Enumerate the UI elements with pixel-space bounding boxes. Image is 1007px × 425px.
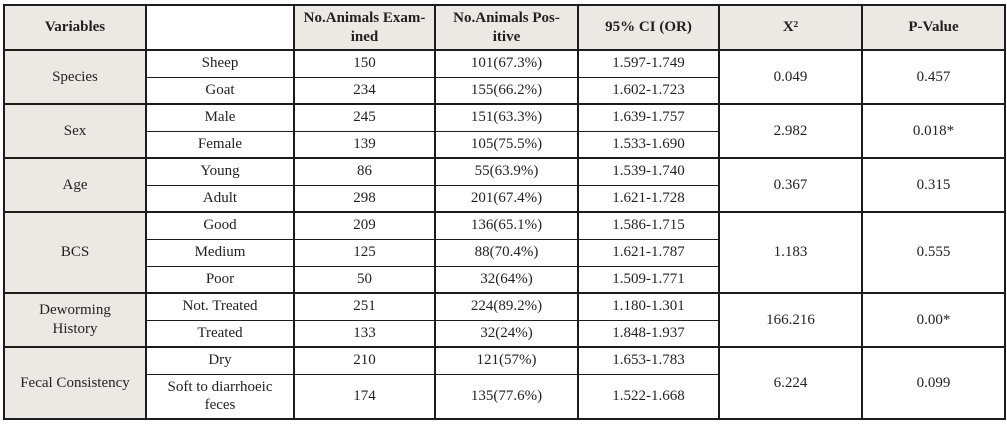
subcategory-cell: Good — [145, 211, 295, 240]
table-row: Deworming History Not. Treated 251 224(8… — [3, 292, 1006, 348]
examined-cell: 234 — [293, 76, 436, 105]
subcategory-cell: Poor — [145, 265, 295, 294]
table-row: Adult 298 201(67.4%) 1.621-1.728 — [4, 184, 1005, 213]
p-value-cell: 0.00* — [861, 292, 1006, 348]
subcategory-cell: Adult — [145, 184, 295, 213]
p-value-cell: 0.315 — [861, 157, 1006, 213]
examined-cell: 86 — [293, 157, 436, 186]
chi-square-cell: 2.982 — [718, 103, 863, 159]
header-p-value: P-Value — [861, 4, 1006, 51]
header-subcategory-blank — [145, 4, 295, 51]
examined-cell: 133 — [293, 319, 436, 348]
subcategory-cell: Dry — [145, 346, 295, 375]
subcategory-cell: Soft to diarrhoeic feces — [145, 373, 295, 420]
header-chi-square: X² — [718, 4, 863, 51]
examined-cell: 251 — [293, 292, 436, 321]
positive-cell: 201(67.4%) — [434, 184, 579, 213]
subcategory-cell: Not. Treated — [145, 292, 295, 321]
subcategory-cell: Young — [145, 157, 295, 186]
positive-cell: 32(64%) — [434, 265, 579, 294]
table-row: Medium 125 88(70.4%) 1.621-1.787 — [4, 238, 1005, 267]
ci-cell: 1.180-1.301 — [577, 292, 720, 321]
examined-cell: 174 — [293, 373, 436, 420]
examined-cell: 210 — [293, 346, 436, 375]
subcategory-cell: Male — [145, 103, 295, 132]
chi-square-cell: 0.049 — [718, 49, 863, 105]
header-ci-or: 95% CI (OR) — [577, 4, 720, 51]
variable-label-age: Age — [3, 157, 147, 213]
examined-cell: 139 — [293, 130, 436, 159]
table-row: Treated 133 32(24%) 1.848-1.937 — [4, 319, 1005, 348]
header-variables: Variables — [3, 4, 147, 51]
ci-cell: 1.586-1.715 — [577, 211, 720, 240]
positive-cell: 155(66.2%) — [434, 76, 579, 105]
ci-cell: 1.639-1.757 — [577, 103, 720, 132]
variable-label-bcs: BCS — [3, 211, 147, 294]
positive-cell: 55(63.9%) — [434, 157, 579, 186]
variable-label-sex: Sex — [3, 103, 147, 159]
table-row: Sex Male 245 151(63.3%) 1.639-1.757 2.98… — [3, 103, 1006, 159]
table-row: BCS Good 209 136(65.1%) 1.586-1.715 1.18… — [3, 211, 1006, 294]
risk-factor-table: Variables No.Animals Exam- ined No.Anima… — [3, 4, 1006, 420]
positive-cell: 224(89.2%) — [434, 292, 579, 321]
ci-cell: 1.533-1.690 — [577, 130, 720, 159]
p-value-cell: 0.555 — [861, 211, 1006, 294]
positive-cell: 121(57%) — [434, 346, 579, 375]
p-value-cell: 0.018* — [861, 103, 1006, 159]
table-row: Age Young 86 55(63.9%) 1.539-1.740 0.367… — [3, 157, 1006, 213]
subcategory-cell: Medium — [145, 238, 295, 267]
table-row: Soft to diarrhoeic feces 174 135(77.6%) … — [4, 373, 1005, 420]
examined-cell: 50 — [293, 265, 436, 294]
p-value-cell: 0.099 — [861, 346, 1006, 420]
table-row: Goat 234 155(66.2%) 1.602-1.723 — [4, 76, 1005, 105]
table-row: Female 139 105(75.5%) 1.533-1.690 — [4, 130, 1005, 159]
table-row: Species Sheep 150 101(67.3%) 1.597-1.749… — [3, 49, 1006, 105]
chi-square-cell: 166.216 — [718, 292, 863, 348]
ci-cell: 1.848-1.937 — [577, 319, 720, 348]
positive-cell: 136(65.1%) — [434, 211, 579, 240]
header-animals-examined: No.Animals Exam- ined — [293, 4, 436, 51]
examined-cell: 125 — [293, 238, 436, 267]
positive-cell: 88(70.4%) — [434, 238, 579, 267]
ci-cell: 1.621-1.787 — [577, 238, 720, 267]
variable-label-fecal-consistency: Fecal Consistency — [3, 346, 147, 420]
variable-label-species: Species — [3, 49, 147, 105]
subcategory-cell: Goat — [145, 76, 295, 105]
header-animals-positive: No.Animals Pos- itive — [434, 4, 579, 51]
chi-square-cell: 0.367 — [718, 157, 863, 213]
ci-cell: 1.621-1.728 — [577, 184, 720, 213]
p-value-cell: 0.457 — [861, 49, 1006, 105]
subcategory-cell: Sheep — [145, 49, 295, 78]
ci-cell: 1.602-1.723 — [577, 76, 720, 105]
ci-cell: 1.539-1.740 — [577, 157, 720, 186]
ci-cell: 1.653-1.783 — [577, 346, 720, 375]
ci-cell: 1.509-1.771 — [577, 265, 720, 294]
examined-cell: 150 — [293, 49, 436, 78]
table-row: Poor 50 32(64%) 1.509-1.771 — [4, 265, 1005, 294]
header-row: Variables No.Animals Exam- ined No.Anima… — [3, 4, 1006, 51]
positive-cell: 105(75.5%) — [434, 130, 579, 159]
chi-square-cell: 6.224 — [718, 346, 863, 420]
examined-cell: 209 — [293, 211, 436, 240]
positive-cell: 135(77.6%) — [434, 373, 579, 420]
table-row: Fecal Consistency Dry 210 121(57%) 1.653… — [3, 346, 1006, 420]
positive-cell: 32(24%) — [434, 319, 579, 348]
examined-cell: 245 — [293, 103, 436, 132]
positive-cell: 151(63.3%) — [434, 103, 579, 132]
ci-cell: 1.597-1.749 — [577, 49, 720, 78]
subcategory-cell: Female — [145, 130, 295, 159]
subcategory-cell: Treated — [145, 319, 295, 348]
positive-cell: 101(67.3%) — [434, 49, 579, 78]
examined-cell: 298 — [293, 184, 436, 213]
ci-cell: 1.522-1.668 — [577, 373, 720, 420]
chi-square-cell: 1.183 — [718, 211, 863, 294]
variable-label-deworming-history: Deworming History — [3, 292, 147, 348]
